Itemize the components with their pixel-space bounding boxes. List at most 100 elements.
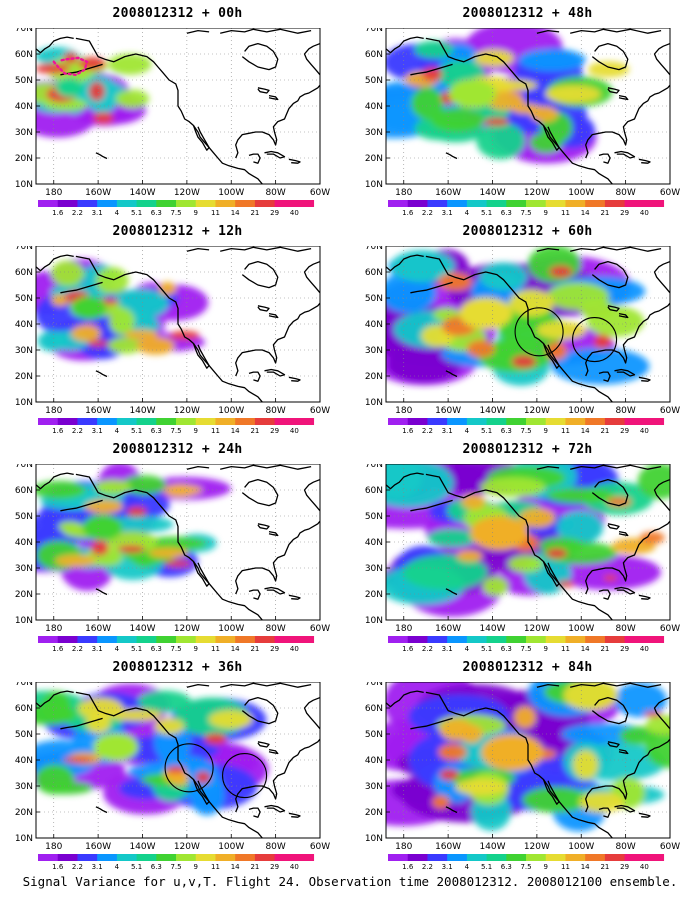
longitude-label: 80W: [615, 624, 635, 634]
colorbar: 1.6 2.2 3.1 4 5.1 6.3 7.5 9 11 14 21 29 40: [388, 418, 665, 435]
colorbar-label: 11: [561, 427, 570, 435]
longitude-label: 60W: [310, 624, 330, 634]
colorbar-swatch: [644, 200, 665, 207]
variance-map: 70N 60N 50N 40N 30N 20N 10N 180 160W 140W 120W 100W…: [365, 682, 680, 871]
variance-field: [386, 246, 670, 402]
colorbar-swatch: [565, 418, 586, 425]
colorbar-swatch: [294, 200, 315, 207]
colorbar-swatch: [57, 636, 78, 643]
colorbar-label: 2.2: [72, 427, 83, 435]
colorbar-label: 7.5: [170, 209, 181, 217]
colorbar-swatch: [176, 200, 197, 207]
colorbar-label: 21: [250, 863, 259, 871]
longitude-label: 100W: [218, 188, 244, 198]
variance-map: 70N 60N 50N 40N 30N 20N 10N 180 160W 140W 120W 100W…: [15, 464, 330, 653]
colorbar-swatch: [38, 636, 59, 643]
panel-title: 2008012312 + 72h: [462, 442, 593, 457]
colorbar-swatch: [585, 418, 606, 425]
longitude-label: 120W: [174, 406, 200, 416]
latitude-label: 50N: [15, 294, 33, 304]
variance-field: [386, 28, 670, 184]
colorbar-swatch: [624, 418, 645, 425]
latitude-label: 70N: [365, 28, 383, 34]
colorbar-label: 40: [290, 209, 299, 217]
colorbar-swatch: [466, 418, 488, 425]
colorbar-swatch: [235, 200, 256, 207]
colorbar-label: 9: [194, 209, 198, 217]
latitude-label: 40N: [365, 538, 383, 548]
map-panel: 2008012312 + 72h 70N 60N 50N 40N 30N 20N 10N 180…: [360, 442, 695, 657]
colorbar-label: 14: [581, 427, 590, 435]
colorbar-label: 4: [465, 209, 470, 217]
colorbar-label: 7.5: [520, 645, 531, 653]
colorbar-swatch: [447, 854, 468, 861]
colorbar-swatch: [585, 200, 606, 207]
colorbar-swatch: [604, 636, 626, 643]
colorbar-swatch: [156, 854, 177, 861]
latitude-label: 70N: [365, 682, 383, 688]
colorbar-swatch: [644, 636, 665, 643]
colorbar-label: 4: [115, 209, 120, 217]
colorbar-label: 5.1: [131, 863, 142, 871]
colorbar-label: 21: [250, 209, 259, 217]
longitude-label: 160W: [435, 188, 461, 198]
colorbar-swatch: [565, 200, 586, 207]
colorbar-label: 2.2: [72, 645, 83, 653]
colorbar-label: 11: [211, 645, 220, 653]
latitude-label: 60N: [365, 704, 383, 714]
colorbar-swatch: [624, 200, 645, 207]
longitude-label: 120W: [524, 842, 550, 852]
colorbar-label: 21: [250, 427, 259, 435]
latitude-label: 20N: [15, 154, 33, 164]
colorbar-label: 11: [561, 645, 570, 653]
latitude-label: 40N: [365, 102, 383, 112]
colorbar-label: 5.1: [131, 427, 142, 435]
colorbar-label: 29: [270, 863, 279, 871]
panel-title: 2008012312 + 36h: [112, 660, 243, 675]
feature-circles: [514, 307, 618, 363]
colorbar-swatch: [97, 636, 118, 643]
latitude-label: 50N: [365, 294, 383, 304]
latitude-label: 40N: [15, 756, 33, 766]
longitude-label: 120W: [174, 842, 200, 852]
colorbar-swatch: [215, 854, 236, 861]
colorbar-label: 40: [640, 645, 649, 653]
colorbar-swatch: [407, 418, 428, 425]
longitude-label: 100W: [218, 406, 244, 416]
colorbar-label: 3.1: [442, 645, 453, 653]
colorbar: 1.6 2.2 3.1 4 5.1 6.3 7.5 9 11 14 21 29 40: [388, 200, 665, 217]
longitude-label: 160W: [85, 842, 111, 852]
panel-title: 2008012312 + 60h: [462, 224, 593, 239]
feature-circles: [164, 743, 268, 799]
colorbar-label: 2.2: [422, 645, 433, 653]
colorbar-label: 5.1: [481, 427, 492, 435]
colorbar-label: 7.5: [520, 209, 531, 217]
longitude-label: 160W: [435, 624, 461, 634]
longitude-label: 80W: [615, 406, 635, 416]
graticule: [36, 464, 320, 620]
colorbar-label: 9: [544, 645, 548, 653]
graticule: [386, 246, 670, 402]
latitude-label: 70N: [15, 28, 33, 34]
variance-field: [36, 682, 320, 838]
latitude-label: 20N: [15, 808, 33, 818]
colorbar-swatch: [156, 636, 177, 643]
latitude-label: 60N: [15, 268, 33, 278]
colorbar-swatch: [585, 854, 606, 861]
longitude-label: 180: [395, 842, 412, 852]
coastlines: [386, 246, 670, 402]
longitude-label: 60W: [310, 406, 330, 416]
colorbar-label: 21: [600, 427, 609, 435]
latitude-label: 50N: [365, 512, 383, 522]
longitude-label: 60W: [660, 406, 680, 416]
colorbar-label: 5.1: [131, 645, 142, 653]
longitude-label: 100W: [568, 188, 594, 198]
colorbar-label: 11: [211, 427, 220, 435]
colorbar-swatch: [176, 854, 197, 861]
graticule: [36, 682, 320, 838]
latitude-label: 30N: [365, 782, 383, 792]
colorbar-label: 9: [194, 645, 198, 653]
coastlines: [36, 464, 320, 620]
longitude-label: 160W: [435, 406, 461, 416]
longitude-label: 60W: [660, 842, 680, 852]
